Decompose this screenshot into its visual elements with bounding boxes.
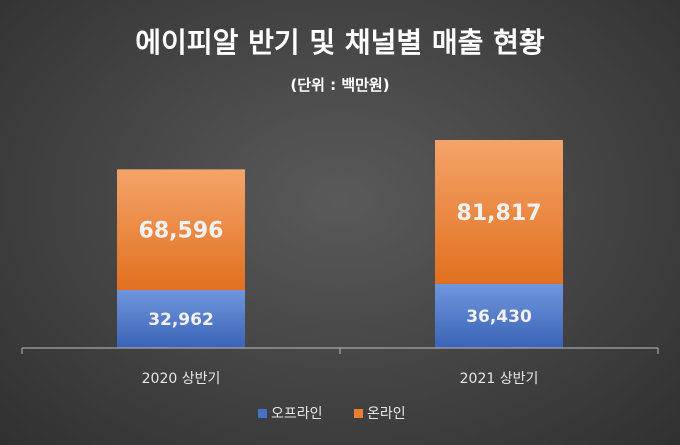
data-label-online-2: 81,817 bbox=[457, 201, 542, 226]
data-labels-group: 32,962 68,596 36,430 81,817 bbox=[139, 201, 542, 330]
bar-online-1 bbox=[117, 169, 245, 291]
x-tick-label-2021: 2021 상반기 bbox=[460, 371, 539, 387]
data-label-online-1: 68,596 bbox=[139, 219, 224, 244]
legend-label-online: 온라인 bbox=[367, 406, 406, 422]
x-tick-label-2020: 2020 상반기 bbox=[142, 371, 221, 387]
data-label-offline-1: 32,962 bbox=[148, 310, 214, 330]
data-label-offline-2: 36,430 bbox=[466, 307, 532, 327]
chart-title: 에이피알 반기 및 채널별 매출 현황 bbox=[135, 26, 545, 59]
bar-offline-2 bbox=[435, 283, 563, 348]
legend-label-offline: 오프라인 bbox=[271, 406, 323, 422]
legend: 오프라인 온라인 bbox=[258, 406, 406, 422]
bars-group bbox=[117, 140, 563, 348]
legend-swatch-offline bbox=[258, 409, 267, 418]
bar-online-2 bbox=[435, 140, 563, 284]
legend-swatch-online bbox=[354, 409, 363, 418]
bar-offline-1 bbox=[117, 290, 245, 348]
chart-subtitle: (단위 : 백만원) bbox=[290, 76, 389, 94]
